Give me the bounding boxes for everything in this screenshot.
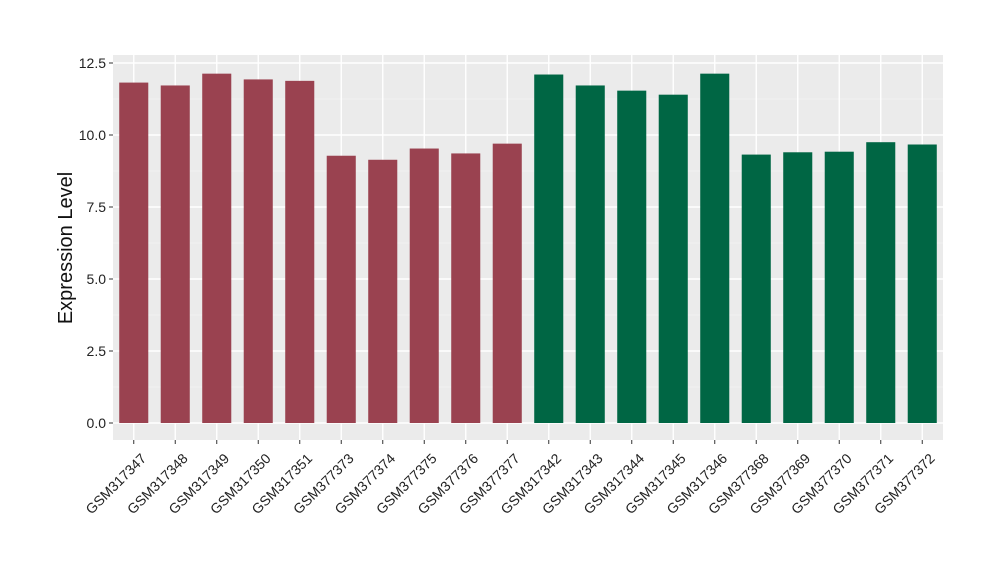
bar-GSM377371 [866,142,896,423]
bar-GSM317347 [119,82,149,424]
bar-GSM317350 [243,79,273,423]
bar-GSM317351 [285,80,315,423]
bar-GSM377376 [451,153,481,423]
bars [119,73,937,424]
bar-GSM377368 [741,154,771,424]
y-tick-label: 2.5 [87,343,107,359]
x-axis: GSM317347GSM317348GSM317349GSM317350GSM3… [82,440,938,517]
bar-GSM317343 [575,85,605,424]
y-axis: 0.0 2.5 5.0 7.5 10.0 12.5 [79,55,113,431]
y-tick-label: 7.5 [87,199,107,215]
bar-GSM317346 [700,73,730,423]
bar-GSM377370 [824,151,854,424]
y-tick-label: 12.5 [79,55,106,71]
y-tick-label: 0.0 [87,415,107,431]
bar-GSM377375 [409,148,439,423]
bar-GSM317348 [160,85,190,424]
y-axis-title: Expression Level [55,172,77,324]
bar-GSM317342 [534,74,564,424]
bar-GSM377374 [368,159,398,423]
bar-GSM377369 [783,152,813,423]
y-tick-label: 5.0 [87,271,107,287]
bar-GSM377373 [326,155,356,423]
y-tick-label: 10.0 [79,127,106,143]
bar-GSM317344 [617,90,647,423]
bar-GSM317349 [202,73,232,423]
bar-GSM317345 [658,94,688,424]
bar-GSM377372 [907,144,937,423]
bar-GSM377377 [492,143,522,423]
plot-panel [113,55,943,440]
